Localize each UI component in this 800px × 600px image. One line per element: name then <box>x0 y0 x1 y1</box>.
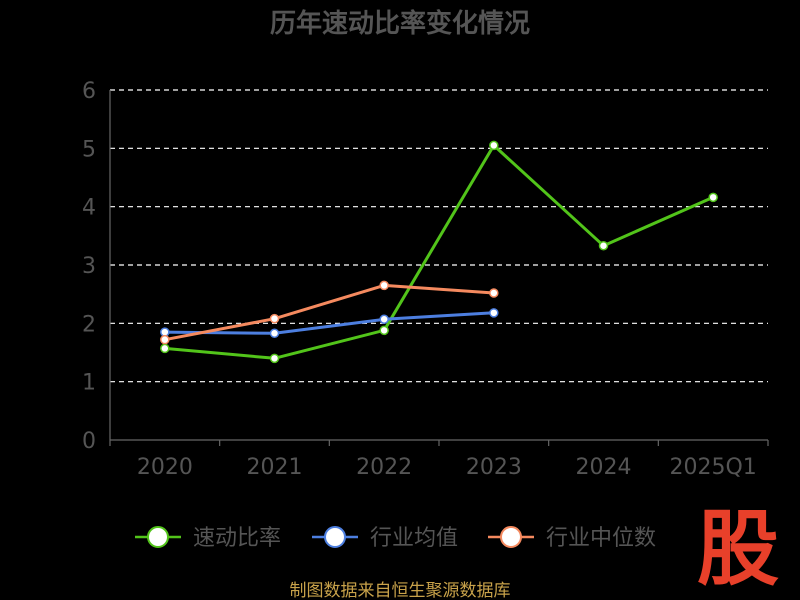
data-point-1-2021 <box>269 353 280 364</box>
y-tick-label-5: 5 <box>82 137 96 162</box>
series-line-1 <box>163 143 715 360</box>
series-3 <box>160 280 499 345</box>
y-tick-label-1: 1 <box>82 371 96 396</box>
y-tick-label-0: 0 <box>82 429 96 454</box>
data-point-1-2024 <box>598 241 609 251</box>
legend: 速动比率 行业均值 行业中位数 <box>135 526 656 551</box>
watermark-logo: 股 <box>697 502 779 597</box>
data-point-1-2023 <box>489 140 499 151</box>
data-point-1-2022 <box>379 325 389 336</box>
series-2 <box>160 308 499 338</box>
axes: 0 1 2 3 4 5 6 2020 2021 2022 2023 2024 2025Q1 <box>82 79 769 480</box>
source-note: 制图数据来自恒生聚源数据库 <box>290 581 511 600</box>
data-point-3-2023 <box>489 288 499 298</box>
data-point-3-2022 <box>379 280 389 291</box>
legend-swatch-marker <box>147 526 169 548</box>
data-point-2-2022 <box>379 314 389 324</box>
series-1 <box>160 140 718 364</box>
legend-swatch-marker <box>324 526 346 548</box>
series-line-2 <box>163 311 496 335</box>
y-tick-label-3: 3 <box>82 254 96 279</box>
data-point-2-2020 <box>160 327 170 337</box>
y-tick-label-4: 4 <box>82 196 96 221</box>
legend-label-2: 行业均值 <box>370 526 458 551</box>
series-lines <box>160 140 718 364</box>
legend-item-3[interactable]: 行业中位数 <box>488 526 656 551</box>
chart-title: 历年速动比率变化情况 <box>270 8 530 39</box>
data-point-3-2021 <box>269 313 280 324</box>
y-tick-label-6: 6 <box>82 79 96 104</box>
legend-item-1[interactable]: 速动比率 <box>135 526 281 551</box>
legend-item-2[interactable]: 行业均值 <box>312 526 458 551</box>
data-point-2-2021 <box>269 328 280 338</box>
x-tick-label-2024: 2024 <box>576 455 632 480</box>
series-line-3 <box>163 283 496 342</box>
x-tick-label-2025Q1: 2025Q1 <box>670 455 757 480</box>
x-tick-label-2021: 2021 <box>247 455 303 480</box>
legend-label-1: 速动比率 <box>193 526 281 551</box>
data-point-3-2020 <box>160 334 170 345</box>
data-point-1-2020 <box>160 343 170 354</box>
y-tick-label-2: 2 <box>82 312 96 337</box>
data-point-1-2025Q1 <box>708 192 718 203</box>
x-tick-label-2023: 2023 <box>466 455 522 480</box>
x-tick-label-2022: 2022 <box>356 455 412 480</box>
legend-label-3: 行业中位数 <box>546 526 656 551</box>
legend-swatch-marker <box>500 526 522 548</box>
data-point-2-2023 <box>489 308 499 318</box>
grid-lines <box>110 89 768 383</box>
x-tick-label-2020: 2020 <box>137 455 193 480</box>
